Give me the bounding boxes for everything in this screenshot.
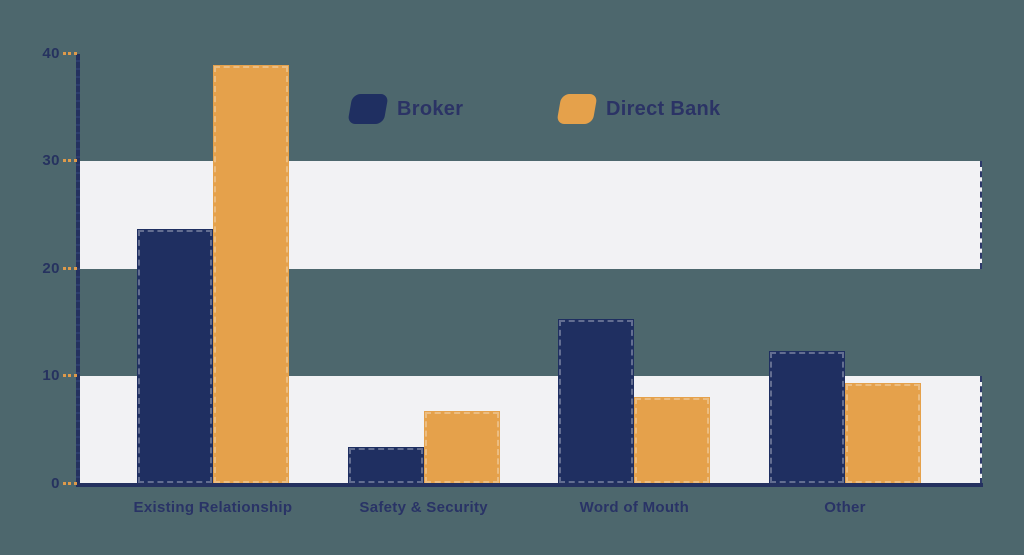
x-label-existing-relationship: Existing Relationship: [133, 499, 293, 516]
y-axis-line: [76, 54, 80, 484]
y-tick-label-10: 10: [42, 367, 60, 385]
x-label-word-of-mouth: Word of Mouth: [579, 499, 690, 516]
y-axis-ticks: 0 10 20 30 40: [0, 45, 80, 492]
bar-safety-security-direct-bank: [423, 410, 500, 484]
y-tick-mark-20: [63, 266, 77, 270]
x-label-other: Other: [824, 499, 866, 516]
x-label-safety-security: Safety & Security: [359, 499, 488, 516]
y-tick-label-30: 30: [42, 152, 60, 170]
bar-other-direct-bank: [845, 382, 922, 484]
x-axis-labels: Existing Relationship Safety & Security Wo…: [80, 499, 982, 523]
direct-bank-legend-label: Direct Bank: [606, 97, 721, 120]
bar-existing-relationship-broker: [136, 229, 213, 484]
y-tick-label-20: 20: [42, 259, 60, 277]
bar-word-of-mouth-direct-bank: [634, 396, 711, 484]
y-tick-label-40: 40: [42, 45, 60, 62]
y-tick-mark-30: [63, 159, 77, 163]
y-tick-mark-0: [63, 481, 77, 485]
y-tick-mark-40: [63, 52, 77, 55]
direct-bank-legend-swatch: [556, 94, 598, 124]
bar-existing-relationship-direct-bank: [212, 64, 289, 484]
legend-item-broker: Broker: [347, 93, 464, 125]
x-axis-line: [76, 483, 983, 487]
y-tick-mark-10: [63, 374, 77, 378]
broker-legend-label: Broker: [397, 97, 464, 120]
bar-safety-security-broker: [347, 447, 424, 484]
plot-area: [80, 54, 982, 484]
y-tick-label-0: 0: [51, 474, 60, 492]
broker-legend-swatch: [347, 94, 389, 124]
bar-other-broker: [769, 351, 846, 484]
bar-word-of-mouth-broker: [558, 319, 635, 484]
legend-item-direct-bank: Direct Bank: [556, 93, 721, 125]
